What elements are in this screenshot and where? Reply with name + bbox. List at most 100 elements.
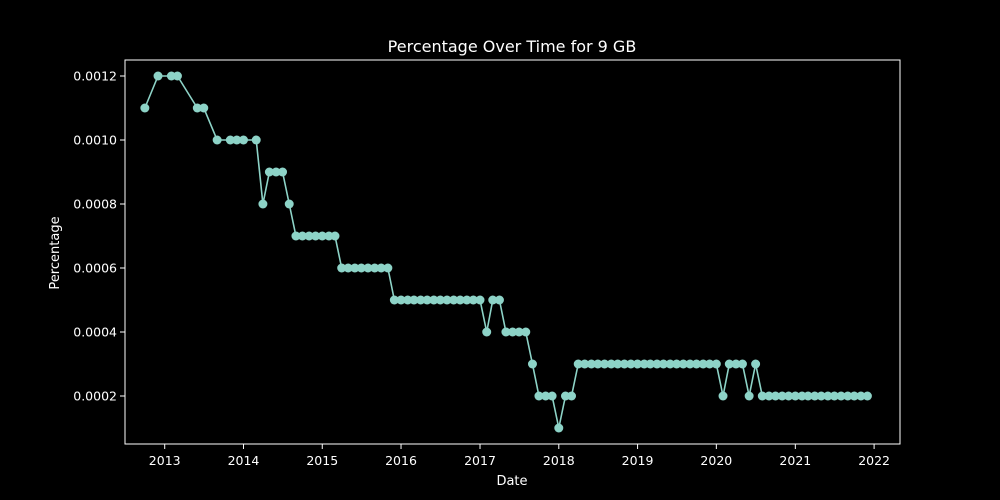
data-point [547,391,557,401]
data-point [297,231,307,241]
y-tick-label: 0.0002 [73,389,117,404]
data-point [705,359,715,369]
data-point [626,359,636,369]
y-tick-label: 0.0008 [73,197,117,212]
data-point [271,167,281,177]
x-tick-label: 2018 [543,453,575,468]
data-point [192,103,202,113]
x-tick-label: 2019 [622,453,654,468]
data-point [212,135,222,145]
x-tick-label: 2021 [779,453,811,468]
data-point [580,359,590,369]
data-point [810,391,820,401]
y-tick-label: 0.0010 [73,133,117,148]
data-point [422,295,432,305]
data-point [586,359,596,369]
data-point [534,391,544,401]
data-point [652,359,662,369]
x-tick-label: 2017 [464,453,496,468]
data-point [311,231,321,241]
data-point [658,359,668,369]
data-point [140,103,150,113]
data-point [665,359,675,369]
data-point [816,391,826,401]
x-tick-label: 2013 [149,453,181,468]
data-point [724,359,734,369]
data-point [672,359,682,369]
data-point [737,359,747,369]
data-point [429,295,439,305]
data-point [409,295,419,305]
data-point [770,391,780,401]
data-point [751,359,761,369]
data-point [849,391,859,401]
data-point [501,327,511,337]
series-line [144,75,868,429]
data-point [396,295,406,305]
chart-title: Percentage Over Time for 9 GB [388,37,637,56]
data-point [494,295,504,305]
data-point [199,103,209,113]
data-point [829,391,839,401]
data-point [691,359,701,369]
x-axis-label: Date [496,474,527,489]
data-point [488,295,498,305]
x-tick-label: 2015 [306,453,338,468]
data-point [238,135,248,145]
data-point [521,327,531,337]
x-tick-label: 2016 [385,453,417,468]
data-point [403,295,413,305]
data-point [482,327,492,337]
data-point [258,199,268,209]
data-point [251,135,261,145]
data-point [613,359,623,369]
y-tick-label: 0.0004 [73,325,117,340]
data-point [442,295,452,305]
data-point [645,359,655,369]
plot-frame [124,59,901,445]
data-point [554,423,564,433]
data-point [678,359,688,369]
data-point [619,359,629,369]
data-point [330,231,340,241]
plot-area [140,71,872,433]
data-point [514,327,524,337]
data-point [567,391,577,401]
data-point [225,135,235,145]
data-point [711,359,721,369]
data-point [350,263,360,273]
data-point [573,359,583,369]
data-point [731,359,741,369]
data-point [836,391,846,401]
data-point [803,391,813,401]
data-point [475,295,485,305]
data-point [264,167,274,177]
data-point [153,71,163,81]
data-point [356,263,366,273]
data-point [784,391,794,401]
data-point [376,263,386,273]
data-point [600,359,610,369]
data-point [383,263,393,273]
data-point [416,295,426,305]
data-point [317,231,327,241]
data-point [468,295,478,305]
data-point [777,391,787,401]
data-point [291,231,301,241]
data-point [541,391,551,401]
x-tick-label: 2014 [228,453,260,468]
data-point [172,71,182,81]
data-point [764,391,774,401]
x-tick-label: 2022 [858,453,890,468]
data-point [462,295,472,305]
data-point [527,359,537,369]
data-point [284,199,294,209]
data-point [508,327,518,337]
data-point [823,391,833,401]
data-point [757,391,767,401]
data-point [435,295,445,305]
data-point [856,391,866,401]
data-point [232,135,242,145]
data-point [593,359,603,369]
